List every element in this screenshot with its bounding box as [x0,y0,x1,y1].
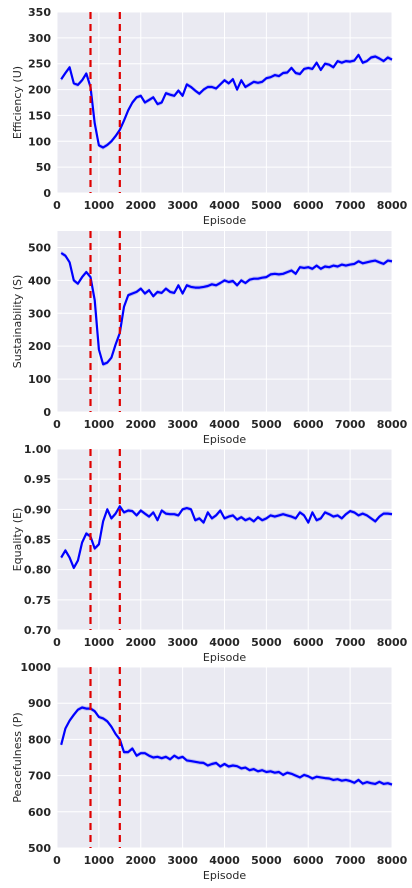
y-axis-label: Sustainability (S) [11,275,24,369]
x-tick-label: 4000 [209,418,240,431]
y-tick-label: 100 [28,373,51,386]
x-axis-label: Episode [203,651,246,664]
x-tick-label: 3000 [167,854,198,867]
x-tick-label: 8000 [377,854,408,867]
x-tick-label: 5000 [251,636,282,649]
y-tick-label: 350 [28,6,51,19]
x-tick-label: 3000 [167,636,198,649]
x-tick-label: 1000 [84,636,115,649]
x-tick-label: 1000 [84,854,115,867]
x-tick-label: 4000 [209,636,240,649]
x-tick-label: 6000 [293,854,324,867]
x-tick-label: 3000 [167,418,198,431]
chart-panel-1: 0 1000 2000 3000 4000 5000 6000 7000 8000 0 50 100 1… [11,6,408,227]
y-tick-label: 0.80 [24,564,51,577]
x-tick-label: 7000 [335,418,366,431]
y-tick-label: 400 [28,274,51,287]
series-line [60,505,393,570]
x-tick-label: 2000 [125,636,156,649]
y-tick-label: 500 [28,241,51,254]
chart-panel-4: 0 1000 2000 3000 4000 5000 6000 7000 8000 500 600 7… [11,661,408,882]
y-tick-label: 200 [28,84,51,97]
chart-panel-3: 0 1000 2000 3000 4000 5000 6000 7000 8000 0.70 0.7… [11,443,408,664]
x-tick-label: 7000 [335,854,366,867]
x-tick-label: 2000 [125,854,156,867]
x-tick-label: 5000 [251,199,282,212]
y-tick-label: 0 [43,187,51,200]
x-axis-label: Episode [203,214,246,227]
y-tick-label: 900 [28,697,51,710]
x-tick-label: 7000 [335,199,366,212]
x-tick-label: 4000 [209,199,240,212]
chart-panel-2: 0 1000 2000 3000 4000 5000 6000 7000 8000 0 100 200… [11,231,408,446]
y-tick-label: 250 [28,58,51,71]
y-tick-label: 100 [28,135,51,148]
x-tick-label: 2000 [125,199,156,212]
x-tick-label: 0 [53,636,61,649]
x-tick-label: 8000 [377,636,408,649]
x-tick-label: 0 [53,418,61,431]
x-tick-label: 2000 [125,418,156,431]
x-axis-label: Episode [203,869,246,882]
y-tick-label: 0.90 [24,503,51,516]
x-tick-label: 5000 [251,418,282,431]
x-axis-label: Episode [203,433,246,446]
x-tick-label: 6000 [293,199,324,212]
x-tick-label: 4000 [209,854,240,867]
x-tick-label: 5000 [251,854,282,867]
y-tick-label: 500 [28,842,51,855]
x-tick-label: 1000 [84,199,115,212]
y-tick-label: 1000 [20,661,51,674]
x-tick-label: 8000 [377,418,408,431]
y-axis-label: Equality (E) [11,508,24,572]
confidence-band [61,705,392,787]
x-tick-label: 6000 [293,636,324,649]
series-line [60,252,393,366]
x-tick-label: 6000 [293,418,324,431]
y-tick-label: 0.70 [24,624,51,637]
y-tick-label: 300 [28,32,51,45]
x-tick-label: 1000 [84,418,115,431]
x-tick-label: 7000 [335,636,366,649]
y-tick-label: 0.95 [24,473,51,486]
series-line [60,53,393,149]
y-tick-label: 700 [28,770,51,783]
y-axis-label: Peacefulness (P) [11,712,24,802]
y-tick-label: 0.75 [24,594,51,607]
y-tick-label: 600 [28,806,51,819]
y-tick-label: 200 [28,340,51,353]
y-axis-label: Efficiency (U) [11,66,24,139]
y-tick-label: 1.00 [24,443,51,456]
series-line [60,706,393,786]
y-tick-label: 50 [36,161,52,174]
y-tick-label: 0.85 [24,534,51,547]
x-tick-label: 0 [53,854,61,867]
y-tick-label: 300 [28,307,51,320]
x-tick-label: 0 [53,199,61,212]
x-tick-label: 8000 [377,199,408,212]
y-tick-label: 150 [28,109,51,122]
x-tick-label: 3000 [167,199,198,212]
y-tick-label: 0 [43,406,51,419]
y-tick-label: 800 [28,733,51,746]
